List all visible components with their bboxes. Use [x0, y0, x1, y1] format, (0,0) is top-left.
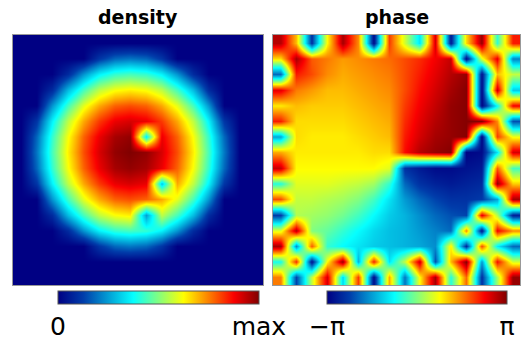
svg-text:density: density — [98, 6, 178, 28]
svg-text:−π: −π — [309, 312, 345, 341]
svg-text:phase: phase — [365, 6, 429, 28]
svg-text:0: 0 — [50, 312, 66, 341]
svg-text:π: π — [500, 312, 515, 341]
svg-text:max: max — [232, 312, 286, 341]
